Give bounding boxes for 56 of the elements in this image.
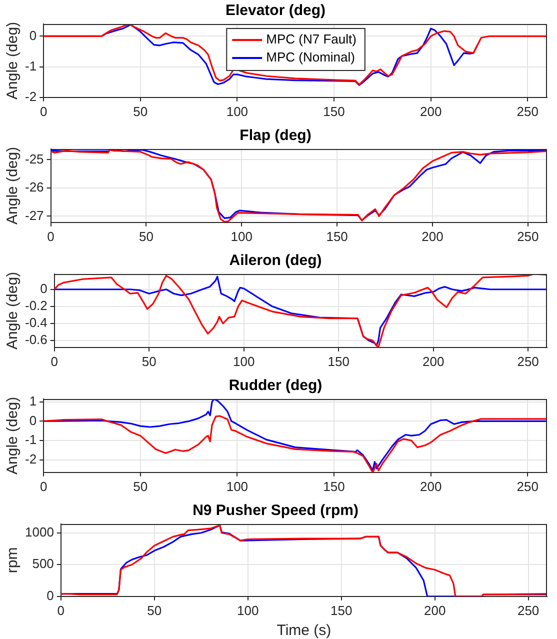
y-axis-title: Angle (deg) <box>4 272 22 350</box>
legend-label: MPC (Nominal) <box>266 50 355 65</box>
x-tick-label: 150 <box>330 602 352 618</box>
y-tick-label: -2 <box>24 88 37 104</box>
x-tick-label: 50 <box>133 478 148 494</box>
x-tick-label: 50 <box>138 228 154 244</box>
y-tick-label: 0 <box>46 588 54 603</box>
x-tick-label: 250 <box>517 228 539 244</box>
x-tick-label: 100 <box>226 478 248 494</box>
y-tick-label: -25 <box>24 151 44 166</box>
x-tick-label: 150 <box>328 354 350 369</box>
x-tick-label: 250 <box>516 478 538 494</box>
y-tick-label: -26 <box>24 180 44 195</box>
y-tick-label: -1 <box>24 58 37 74</box>
x-tick-label: 150 <box>323 104 345 119</box>
y-axis-title: Angle (deg) <box>4 22 22 100</box>
chart-title: Elevator (deg) <box>225 2 326 20</box>
x-tick-label: 100 <box>226 104 248 119</box>
y-axis-title: Angle (deg) <box>4 396 22 474</box>
y-tick-label: 500 <box>32 556 54 572</box>
y-tick-label: -1 <box>24 432 37 448</box>
x-tick-label: 200 <box>422 228 444 244</box>
x-tick-label: 200 <box>422 354 444 369</box>
y-tick-label: 1 <box>29 393 37 408</box>
chart-title: N9 Pusher Speed (rpm) <box>192 502 358 520</box>
x-tick-label: 100 <box>237 602 259 618</box>
y-tick-label: -0.2 <box>24 298 48 314</box>
x-tick-label: 250 <box>517 602 540 618</box>
x-tick-label: 150 <box>326 228 348 244</box>
x-tick-label: 50 <box>147 602 162 618</box>
y-axis-title: Angle (deg) <box>4 146 22 224</box>
x-tick-label: 50 <box>133 104 148 119</box>
x-tick-label: 100 <box>230 228 252 244</box>
y-tick-label: -0.6 <box>24 332 48 348</box>
y-tick-label: -0.4 <box>24 315 48 330</box>
x-tick-label: 50 <box>142 354 156 369</box>
y-tick-label: 0 <box>40 280 48 296</box>
y-axis-title: rpm <box>4 547 22 574</box>
x-tick-label: 200 <box>420 478 442 494</box>
y-tick-label: -27 <box>24 208 44 223</box>
x-tick-label: 150 <box>323 478 345 494</box>
x-tick-label: 100 <box>233 354 255 369</box>
chart-title: Rudder (deg) <box>228 377 322 394</box>
chart-title: Aileron (deg) <box>229 252 322 270</box>
x-tick-label: 200 <box>424 602 446 618</box>
y-tick-label: -2 <box>24 451 37 466</box>
x-tick-label: 250 <box>516 104 538 119</box>
y-tick-label: 1000 <box>25 524 54 540</box>
legend-label: MPC (N7 Fault) <box>266 32 356 47</box>
y-tick-label: 0 <box>29 412 37 428</box>
chart-title: Flap (deg) <box>240 127 312 144</box>
y-tick-label: 0 <box>29 28 37 43</box>
x-tick-label: 250 <box>517 354 539 369</box>
x-tick-label: 0 <box>57 602 65 618</box>
x-axis-title: Time (s) <box>276 622 332 639</box>
x-tick-label: 200 <box>420 104 442 119</box>
